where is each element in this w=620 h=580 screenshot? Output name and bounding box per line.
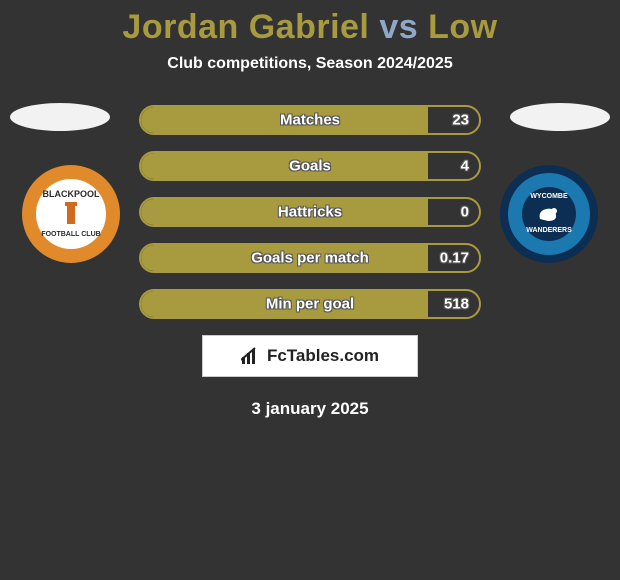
club-badge-left-label-bottom: FOOTBALL CLUB <box>41 231 100 239</box>
page-title: Jordan Gabriel vs Low <box>0 0 620 47</box>
title-vs: vs <box>379 8 418 46</box>
title-player1: Jordan Gabriel <box>122 8 369 46</box>
player-right-photo <box>510 103 610 131</box>
stat-bar: Goals per match 0.17 <box>139 243 481 273</box>
stat-label: Goals per match <box>251 250 369 267</box>
date-label: 3 january 2025 <box>0 399 620 419</box>
stat-value-right: 4 <box>461 158 469 175</box>
subtitle: Club competitions, Season 2024/2025 <box>0 55 620 73</box>
stat-bar: Goals 4 <box>139 151 481 181</box>
club-badge-right-swan-icon <box>534 201 564 225</box>
stat-value-right: 0 <box>461 204 469 221</box>
club-badge-left-label: BLACKPOOL FOOTBALL CLUB <box>41 190 100 238</box>
bar-chart-icon <box>241 347 261 365</box>
stat-value-right: 518 <box>444 296 469 313</box>
comparison-arena: BLACKPOOL FOOTBALL CLUB WYCOMBE WANDERER… <box>0 105 620 319</box>
stat-bar: Hattricks 0 <box>139 197 481 227</box>
stat-label: Hattricks <box>278 204 342 221</box>
club-badge-right: WYCOMBE WANDERERS <box>500 165 598 263</box>
club-badge-right-label-bottom: WANDERERS <box>526 227 572 235</box>
stat-value-right: 23 <box>452 112 469 129</box>
club-badge-left-label-top: BLACKPOOL <box>41 190 100 200</box>
stat-bar: Matches 23 <box>139 105 481 135</box>
fctables-logo-text: FcTables.com <box>267 346 379 366</box>
club-badge-left-crest-icon <box>55 200 87 228</box>
title-player2: Low <box>428 8 497 46</box>
stat-bar-fill <box>141 153 428 179</box>
player-left-photo <box>10 103 110 131</box>
stat-label: Goals <box>289 158 331 175</box>
club-badge-left: BLACKPOOL FOOTBALL CLUB <box>22 165 120 263</box>
club-badge-right-label: WYCOMBE WANDERERS <box>526 193 572 235</box>
fctables-logo: FcTables.com <box>202 335 418 377</box>
club-badge-right-label-top: WYCOMBE <box>526 193 572 201</box>
stat-label: Matches <box>280 112 340 129</box>
stat-bars: Matches 23 Goals 4 Hattricks 0 Goals per match… <box>139 105 481 319</box>
stat-bar: Min per goal 518 <box>139 289 481 319</box>
stat-label: Min per goal <box>266 296 354 313</box>
stat-value-right: 0.17 <box>440 250 469 267</box>
